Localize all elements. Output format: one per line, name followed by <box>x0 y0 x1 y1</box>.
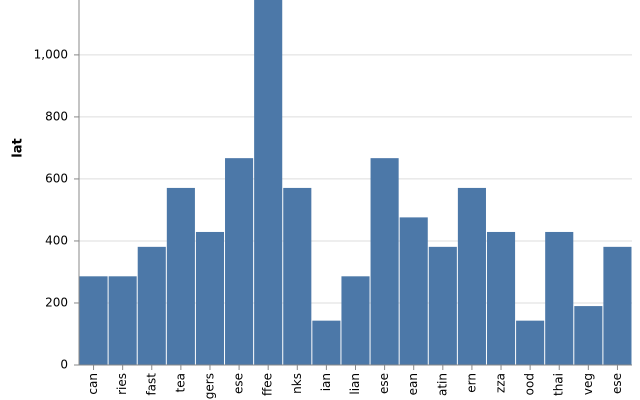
bar <box>283 187 312 365</box>
y-tick-label: 400 <box>45 233 68 247</box>
bar <box>428 246 457 365</box>
bar <box>225 158 254 365</box>
bar <box>603 246 632 365</box>
x-tick-label: lian <box>348 373 362 395</box>
x-tick-label: ffee <box>261 373 275 396</box>
x-tick-label: atin <box>435 373 449 396</box>
bar <box>312 320 341 365</box>
x-tick-label: ries <box>115 373 129 395</box>
bar <box>486 231 516 365</box>
x-tick-label: ian <box>319 373 333 391</box>
y-tick-label: 200 <box>45 295 68 309</box>
x-tick-label: ern <box>464 373 478 393</box>
x-tick-label: zza <box>494 373 508 393</box>
x-tick-label: nks <box>290 373 304 394</box>
x-tick-label: ese <box>232 373 246 394</box>
bar <box>195 231 225 365</box>
bar <box>545 231 574 365</box>
bar <box>137 246 166 365</box>
bar <box>370 158 399 365</box>
x-tick-label: thai <box>552 373 566 396</box>
bar <box>574 306 603 365</box>
x-tick-label: can <box>86 373 100 395</box>
x-tick-label: ood <box>523 373 537 395</box>
bar <box>166 187 195 365</box>
bar <box>254 0 283 365</box>
y-tick-label: 1,000 <box>34 47 68 61</box>
bar <box>399 217 428 365</box>
bar <box>108 276 137 365</box>
x-tick-label: ese <box>610 373 624 394</box>
y-tick-label: 0 <box>60 358 68 372</box>
x-tick-label: ese <box>377 373 391 394</box>
bar <box>457 187 486 365</box>
bar <box>79 276 108 365</box>
x-tick-label: tea <box>173 373 187 392</box>
y-tick-label: 600 <box>45 171 68 185</box>
x-tick-label: ean <box>406 373 420 395</box>
x-tick-label: fast <box>144 373 158 396</box>
y-axis-label: lat <box>11 138 26 157</box>
x-tick-label: gers <box>202 373 216 399</box>
y-tick-label: 800 <box>45 109 68 123</box>
x-tick-label: veg <box>581 373 595 395</box>
bar <box>341 276 370 365</box>
bar <box>516 320 545 365</box>
